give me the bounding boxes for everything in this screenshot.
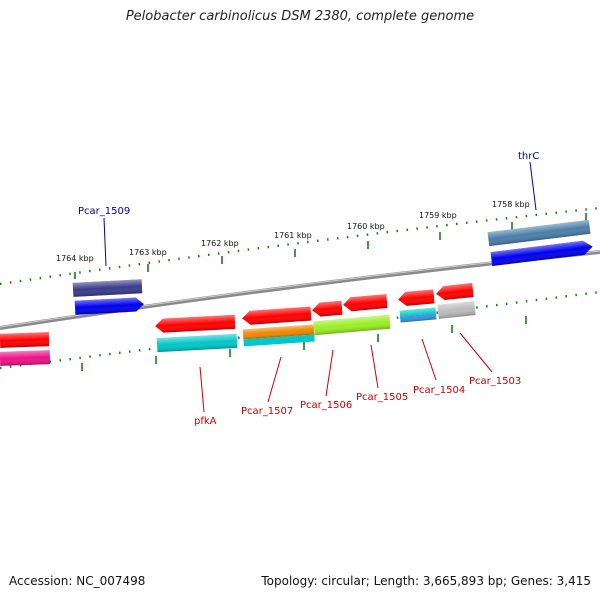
leader-pcar-1509 bbox=[103, 217, 107, 267]
gene-pcar-1506-gene[interactable] bbox=[311, 300, 343, 318]
gene-pfka-cds[interactable] bbox=[156, 333, 238, 353]
gene-label-pfka[interactable]: pfkA bbox=[194, 416, 217, 427]
reverse-ruler bbox=[0, 290, 600, 371]
gene-pcar-1503-gene[interactable] bbox=[435, 283, 474, 301]
gene-label-pcar-1507[interactable]: Pcar_1507 bbox=[241, 406, 293, 417]
leader-pcar-1503 bbox=[459, 332, 493, 373]
ruler-label-1763: 1763 kbp bbox=[129, 248, 167, 257]
gene-pcar-1507-cds[interactable] bbox=[242, 324, 315, 347]
accession-text: Accession: NC_007498 bbox=[9, 574, 146, 588]
leader-pcar-1506 bbox=[325, 349, 334, 397]
gene-pcar-1507-gene[interactable] bbox=[242, 306, 312, 326]
gene-thrc-gene[interactable] bbox=[490, 240, 594, 267]
gene-pfka-gene[interactable] bbox=[155, 314, 236, 333]
forward-ruler bbox=[0, 206, 600, 286]
ruler-label-1760: 1760 kbp bbox=[347, 222, 385, 231]
gene-pcar-1509-gene[interactable] bbox=[74, 297, 145, 315]
genome-title: Pelobacter carbinolicus DSM 2380, comple… bbox=[125, 9, 475, 24]
gene-pcar-1504-gene[interactable] bbox=[397, 289, 435, 306]
ruler-label-1758: 1758 kbp bbox=[492, 200, 530, 209]
gene-pcar-1505-gene[interactable] bbox=[342, 294, 388, 312]
gene-label-pcar-1503[interactable]: Pcar_1503 bbox=[469, 376, 521, 387]
gene-left-edge-cds[interactable] bbox=[0, 350, 51, 366]
gene-label-pcar-1506[interactable]: Pcar_1506 bbox=[300, 400, 352, 411]
gene-label-thrc[interactable]: thrC bbox=[518, 151, 539, 162]
leader-pcar-1504 bbox=[421, 338, 437, 381]
ruler-label-1764: 1764 kbp bbox=[56, 254, 94, 263]
gene-pcar-1503-cds[interactable] bbox=[437, 301, 476, 319]
gene-left-edge-gene[interactable] bbox=[0, 332, 50, 348]
leader-pcar-1507 bbox=[267, 356, 282, 403]
gene-label-pcar-1505[interactable]: Pcar_1505 bbox=[356, 392, 408, 403]
leader-pcar-1505 bbox=[370, 344, 379, 389]
ruler-label-1762: 1762 kbp bbox=[201, 239, 239, 248]
ruler-label-1761: 1761 kbp bbox=[274, 231, 312, 240]
gene-label-pcar-1509[interactable]: Pcar_1509 bbox=[78, 206, 130, 217]
gene-label-pcar-1504[interactable]: Pcar_1504 bbox=[413, 385, 465, 396]
ruler-label-1759: 1759 kbp bbox=[419, 211, 457, 220]
leader-thrc bbox=[529, 161, 537, 211]
gene-pcar-1509-cds[interactable] bbox=[72, 279, 143, 297]
gene-pcar-1506-cds[interactable] bbox=[313, 314, 391, 336]
leader-pfka bbox=[199, 366, 205, 413]
gene-pcar-1504-cds[interactable] bbox=[399, 307, 437, 323]
gene-thrc-cds[interactable] bbox=[487, 219, 591, 247]
genome-summary-text: Topology: circular; Length: 3,665,893 bp… bbox=[261, 574, 591, 588]
